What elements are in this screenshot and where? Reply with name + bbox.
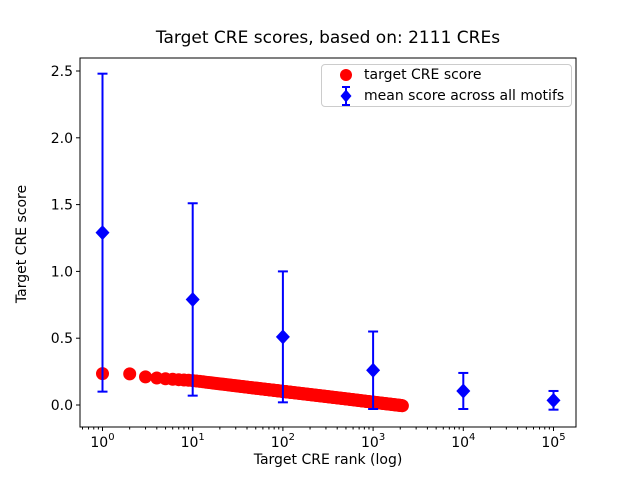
mean-score-series — [95, 72, 561, 411]
x-axis: 100 101 102 103 104 105 — [81, 427, 566, 451]
legend-item-label: mean score across all motifs — [364, 87, 565, 104]
y-tick-label: 2.0 — [51, 131, 73, 147]
chart-title: Target CRE scores, based on: 2111 CREs — [155, 28, 501, 48]
red-scatter-point — [123, 367, 137, 381]
target-score-series — [96, 367, 409, 413]
x-tick-label: 105 — [541, 432, 565, 451]
x-tick-label: 101 — [181, 432, 205, 451]
x-axis-label: Target CRE rank (log) — [253, 452, 403, 468]
y-tick-label: 1.5 — [51, 198, 73, 214]
x-tick-label: 104 — [451, 432, 475, 451]
red-scatter-point — [139, 370, 152, 384]
mean-diamond-marker — [185, 291, 200, 307]
y-tick-label: 1.0 — [51, 264, 73, 280]
legend-item: mean score across all motifs — [322, 85, 571, 107]
y-tick-label: 0.5 — [51, 331, 73, 347]
axes-spines — [79, 57, 577, 428]
mean-diamond-marker — [95, 225, 110, 241]
mean-diamond-marker — [546, 392, 561, 408]
mean-diamond-marker — [275, 329, 290, 345]
x-tick-label: 103 — [361, 432, 385, 451]
legend-circle-icon — [332, 65, 360, 85]
mean-diamond-marker — [456, 383, 471, 399]
red-scatter-point — [395, 399, 409, 413]
y-tick-label: 0.0 — [51, 398, 73, 414]
y-tick-label: 2.5 — [51, 64, 73, 80]
legend: target CRE score mean score across all m… — [321, 64, 572, 107]
legend-diamond-errorbar-icon — [332, 85, 360, 106]
y-axis: 0.0 0.5 1.0 1.5 2.0 2.5 — [51, 64, 80, 414]
legend-item: target CRE score — [322, 65, 571, 86]
mean-diamond-marker — [366, 362, 381, 378]
y-axis-label: Target CRE score — [14, 184, 30, 304]
x-tick-label: 102 — [271, 432, 295, 451]
legend-item-label: target CRE score — [364, 67, 482, 84]
x-tick-label: 100 — [90, 432, 114, 451]
